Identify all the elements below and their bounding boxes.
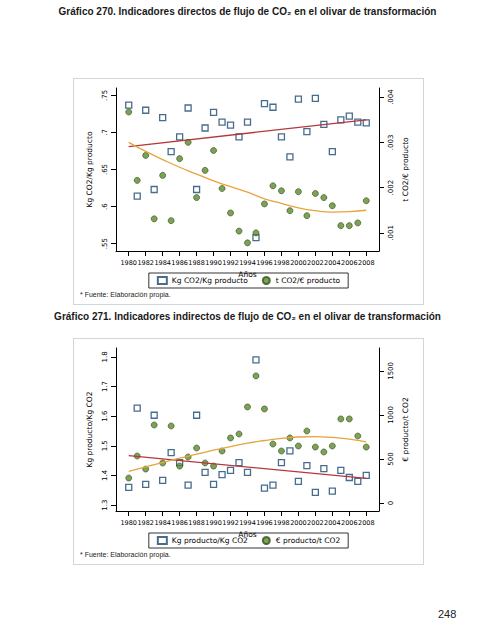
svg-text:0: 0 [387,501,395,505]
svg-text:€ producto/t CO2: € producto/t CO2 [401,397,410,462]
svg-text:Kg CO2/Kg producto: Kg CO2/Kg producto [85,131,94,207]
html-text:Gráfico 271. Indicadores indir: Gráfico 271. Indicadores indirectos de f… [54,311,441,322]
svg-text:1998: 1998 [273,259,290,267]
svg-text:1998: 1998 [273,519,290,527]
svg-text:2002: 2002 [307,519,324,527]
html-text:* Fuente: Elaboración propia.: * Fuente: Elaboración propia. [80,551,171,558]
svg-text:2002: 2002 [307,259,324,267]
svg-text:.001: .001 [387,225,395,241]
svg-text:1982: 1982 [137,519,154,527]
svg-text:1.3: 1.3 [101,500,109,511]
svg-text:.002: .002 [387,180,395,196]
svg-text:t CO2/€ producto: t CO2/€ producto [401,137,410,202]
svg-text:€ producto/t CO2: € producto/t CO2 [276,536,341,545]
svg-text:500: 500 [387,452,395,465]
svg-text:1986: 1986 [171,259,188,267]
svg-text:1988: 1988 [188,259,205,267]
svg-text:1980: 1980 [120,519,137,527]
svg-text:1992: 1992 [222,519,239,527]
svg-text:2008: 2008 [358,259,375,267]
svg-text:1.7: 1.7 [101,381,109,392]
svg-text:.004: .004 [387,89,395,105]
svg-text:1.6: 1.6 [101,410,109,422]
svg-text:.6: .6 [101,203,109,210]
svg-text:1980: 1980 [120,259,137,267]
svg-text:.75: .75 [101,90,109,101]
svg-text:1994: 1994 [239,519,256,527]
svg-text:1000: 1000 [387,406,395,424]
svg-text:1996: 1996 [256,519,273,527]
svg-text:Kg CO2/Kg producto: Kg CO2/Kg producto [172,276,248,285]
svg-text:1990: 1990 [205,519,222,527]
svg-text:1500: 1500 [387,362,395,380]
svg-text:1988: 1988 [188,519,205,527]
svg-text:Kg producto/Kg CO2: Kg producto/Kg CO2 [85,391,94,467]
svg-text:1986: 1986 [171,519,188,527]
svg-text:2006: 2006 [341,519,358,527]
svg-text:Kg producto/Kg CO2: Kg producto/Kg CO2 [172,536,248,545]
svg-text:2000: 2000 [290,519,307,527]
html-text:248: 248 [438,608,457,620]
svg-text:2006: 2006 [341,259,358,267]
svg-text:.55: .55 [101,238,109,249]
svg-text:t CO2/€ producto: t CO2/€ producto [276,276,341,285]
svg-text:1.4: 1.4 [101,469,109,481]
svg-text:1984: 1984 [154,519,171,527]
svg-text:2004: 2004 [324,259,341,267]
svg-text:.7: .7 [101,129,109,136]
svg-text:1982: 1982 [137,259,154,267]
svg-text:1.8: 1.8 [101,351,109,362]
svg-text:2008: 2008 [358,519,375,527]
svg-text:2004: 2004 [324,519,341,527]
svg-text:1994: 1994 [239,259,256,267]
svg-text:.003: .003 [387,135,395,151]
svg-text:1992: 1992 [222,259,239,267]
html-text:Gráfico 270. Indicadores direc: Gráfico 270. Indicadores directos de flu… [58,6,437,17]
svg-text:1990: 1990 [205,259,222,267]
svg-text:.65: .65 [101,164,109,175]
svg-text:1984: 1984 [154,259,171,267]
svg-text:1.5: 1.5 [101,440,109,451]
svg-text:2000: 2000 [290,259,307,267]
svg-text:1996: 1996 [256,259,273,267]
html-text:* Fuente: Elaboración propia.: * Fuente: Elaboración propia. [80,291,171,298]
